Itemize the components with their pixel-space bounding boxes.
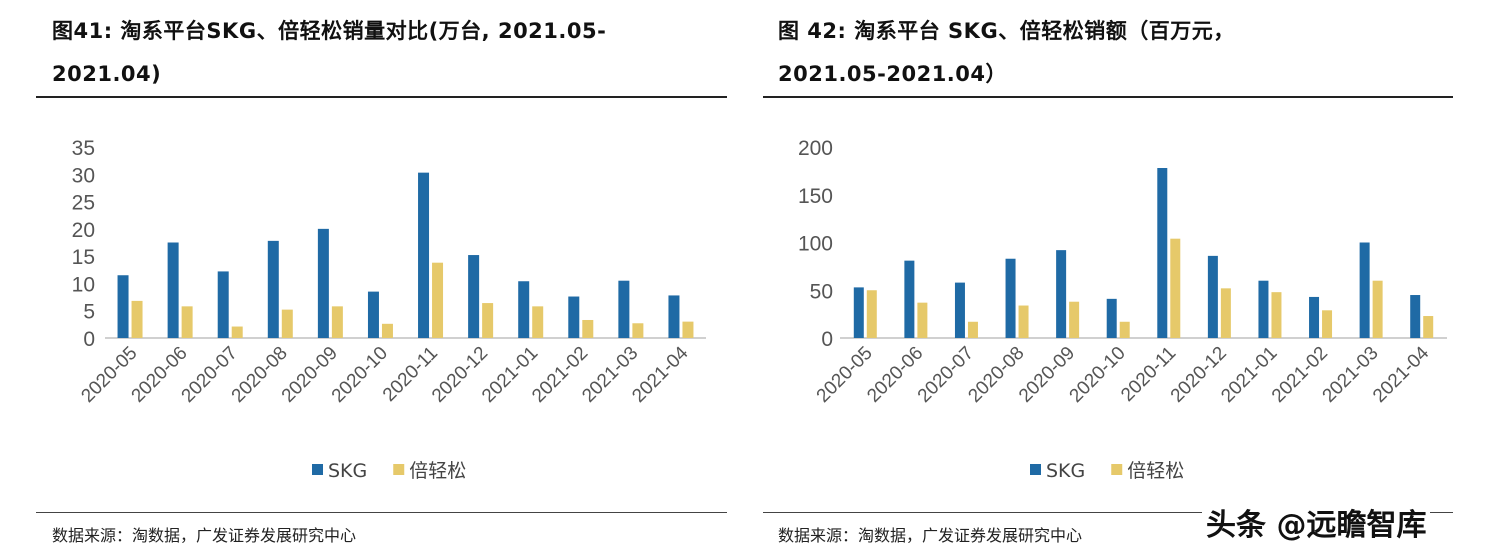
- chart2-bar-beiqingsong: [866, 290, 877, 338]
- chart1-bar-skg: [568, 296, 580, 338]
- chart2-bar-skg: [1410, 295, 1421, 338]
- chart1-bar-skg: [367, 291, 379, 338]
- chart2-bar-beiqingsong: [1220, 288, 1231, 338]
- chart1-ytick-label: 0: [83, 328, 95, 351]
- chart2-bar-beiqingsong: [967, 321, 978, 338]
- chart2-bar-beiqingsong: [1271, 292, 1282, 338]
- chart2-bar-skg: [1157, 168, 1168, 338]
- chart1-bar-skg: [217, 271, 229, 338]
- chart2-bar-skg: [954, 282, 965, 338]
- chart2-legend-swatch: [1030, 464, 1041, 475]
- chart2-ytick-label: 50: [810, 280, 833, 303]
- chart1-legend-label: SKG: [328, 460, 367, 482]
- chart1-bar-beiqingsong: [131, 300, 143, 338]
- chart2-ytick-label: 0: [821, 328, 833, 351]
- chart1-bar-skg: [418, 172, 430, 338]
- chart1-bar-beiqingsong: [482, 303, 494, 338]
- chart2-bar-skg: [1207, 255, 1218, 338]
- chart2-bar-skg: [1258, 280, 1269, 338]
- chart2-bar-skg: [853, 287, 864, 338]
- chart2-bar-skg: [1359, 242, 1370, 338]
- chart2-legend-swatch: [1111, 464, 1123, 475]
- chart1-bar-beiqingsong: [582, 319, 594, 338]
- chart2-bar-beiqingsong: [1423, 316, 1434, 338]
- chart1-ytick-label: 5: [83, 301, 95, 324]
- chart1-bar-skg: [117, 275, 129, 338]
- chart1-bar-beiqingsong: [532, 306, 544, 338]
- chart1-title-rule: [36, 96, 727, 98]
- chart2-bar-skg: [1309, 296, 1320, 338]
- chart1-xtick-label: 2021-04: [628, 342, 692, 406]
- chart2-bar-beiqingsong: [1018, 305, 1029, 338]
- chart1-legend-swatch: [312, 464, 323, 475]
- chart2-bar-beiqingsong: [1069, 301, 1080, 338]
- chart2-title-line2: 2021.05-2021.04）: [778, 62, 1008, 86]
- chart1-title-line1: 图41: 淘系平台SKG、倍轻松销量对比(万台, 2021.05-: [52, 19, 607, 43]
- chart1-bar-skg: [317, 228, 329, 338]
- chart2-bar-beiqingsong: [917, 302, 928, 338]
- chart1-bar-skg: [468, 255, 480, 338]
- chart2-bar-beiqingsong: [1322, 310, 1333, 338]
- chart1-bar-skg: [167, 242, 179, 338]
- chart2-bar-beiqingsong: [1170, 238, 1181, 338]
- chart1-ytick-label: 30: [72, 164, 95, 187]
- chart1-bar-beiqingsong: [632, 323, 644, 338]
- chart1-bar-skg: [267, 240, 279, 338]
- chart1-ytick-label: 35: [72, 137, 95, 160]
- chart2-legend-label: 倍轻松: [1127, 460, 1184, 482]
- chart1-bar-beiqingsong: [432, 262, 444, 338]
- chart1-bar-beiqingsong: [281, 309, 293, 338]
- chart1-source: 数据来源：淘数据，广发证券发展研究中心: [52, 526, 357, 545]
- chart1-legend-label: 倍轻松: [409, 460, 466, 482]
- chart2-source-rule: [763, 512, 1453, 513]
- chart2-bar-beiqingsong: [1372, 280, 1383, 338]
- chart1-legend-swatch: [393, 464, 405, 475]
- chart1-source-rule: [36, 512, 727, 513]
- watermark: 头条 @远瞻智库: [1202, 500, 1431, 544]
- chart1-bar-beiqingsong: [381, 323, 393, 338]
- chart2-bar-beiqingsong: [1119, 321, 1130, 338]
- chart1-bar-skg: [618, 280, 630, 338]
- chart2-bar-skg: [1005, 258, 1016, 338]
- chart1-bar-skg: [668, 295, 680, 338]
- chart2-bar-skg: [1106, 298, 1117, 338]
- chart2-bar-skg: [904, 260, 915, 338]
- chart2-ytick-label: 200: [798, 137, 833, 160]
- chart1-bar-beiqingsong: [181, 306, 193, 338]
- chart2-ytick-label: 100: [798, 233, 833, 256]
- chart2-xtick-label: 2020-10: [1066, 343, 1130, 407]
- chart1-title-line2: 2021.04): [52, 62, 162, 86]
- chart1-ytick-label: 15: [72, 246, 95, 269]
- chart1-bar-beiqingsong: [331, 306, 343, 338]
- chart2-xtick-label: 2021-04: [1369, 342, 1433, 406]
- chart1-ytick-label: 20: [72, 219, 95, 242]
- chart1-bar-skg: [518, 281, 530, 338]
- chart1-xtick-label: 2020-10: [328, 343, 392, 407]
- chart2-bar-skg: [1056, 250, 1067, 338]
- chart1-bar-beiqingsong: [682, 321, 694, 338]
- chart1-ytick-label: 25: [72, 192, 95, 215]
- chart2-legend-label: SKG: [1046, 460, 1085, 482]
- chart2-source: 数据来源：淘数据，广发证券发展研究中心: [778, 526, 1083, 545]
- chart2-ytick-label: 150: [798, 185, 833, 208]
- chart1-ytick-label: 10: [72, 273, 95, 296]
- chart2-title-line1: 图 42: 淘系平台 SKG、倍轻松销额（百万元，: [778, 19, 1235, 43]
- chart2-title-rule: [763, 96, 1453, 98]
- chart1-bar-beiqingsong: [231, 326, 243, 338]
